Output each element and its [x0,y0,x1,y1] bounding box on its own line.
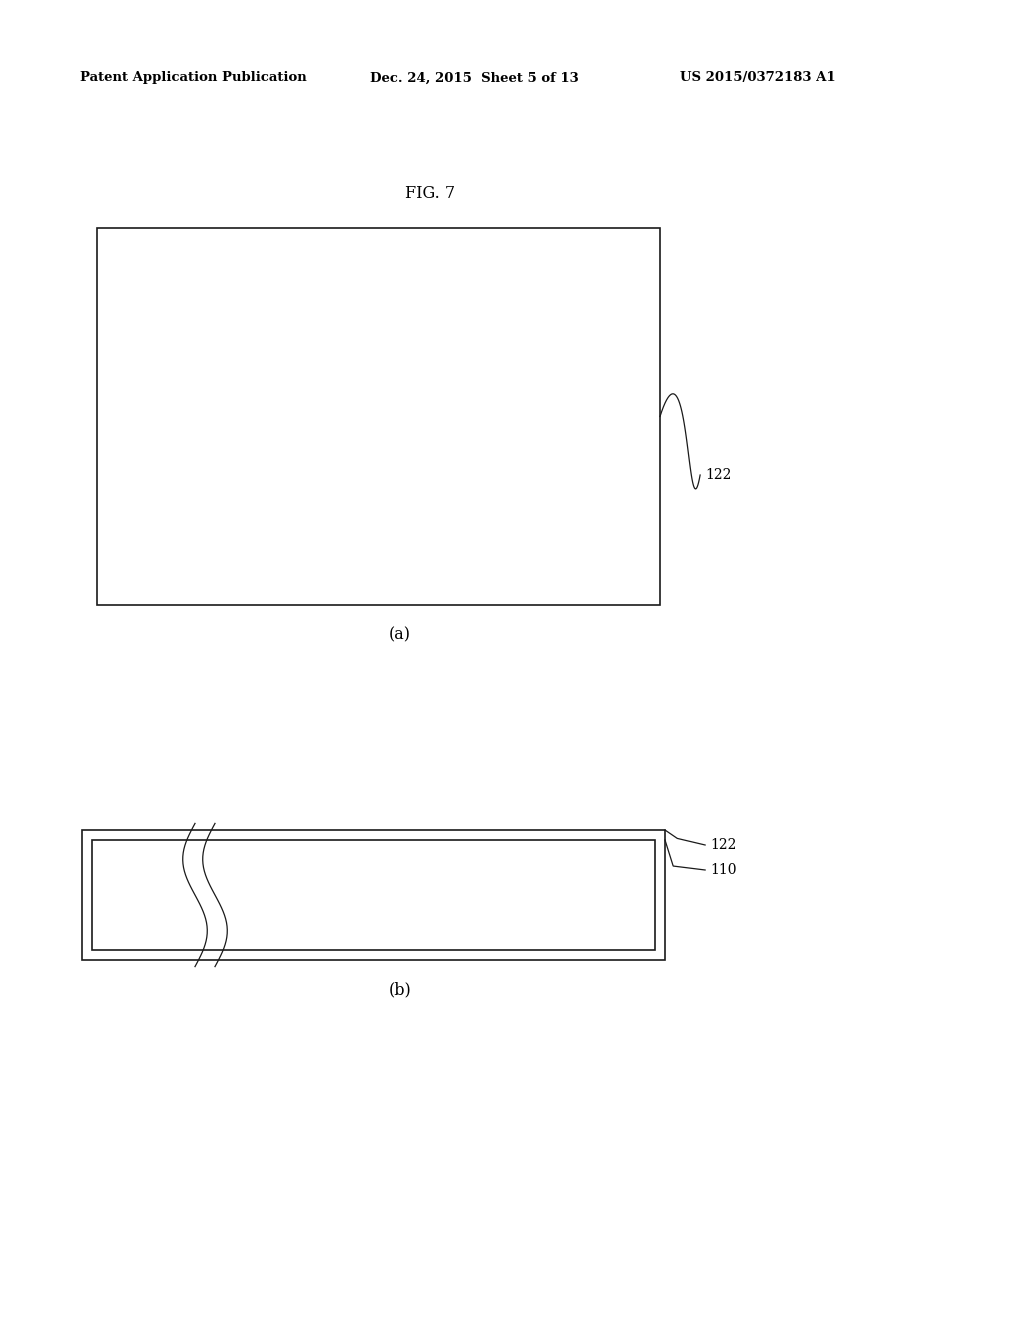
Text: (b): (b) [389,982,412,998]
Text: Dec. 24, 2015  Sheet 5 of 13: Dec. 24, 2015 Sheet 5 of 13 [370,71,579,84]
Bar [97,228,660,605]
Text: (a): (a) [389,627,411,644]
Text: 122: 122 [711,838,736,851]
Text: US 2015/0372183 A1: US 2015/0372183 A1 [680,71,836,84]
Text: Patent Application Publication: Patent Application Publication [80,71,307,84]
Bar [82,830,665,960]
Text: FIG. 7: FIG. 7 [404,185,455,202]
Text: 110: 110 [711,863,736,876]
Text: 122: 122 [706,469,731,482]
Bar [92,840,655,950]
